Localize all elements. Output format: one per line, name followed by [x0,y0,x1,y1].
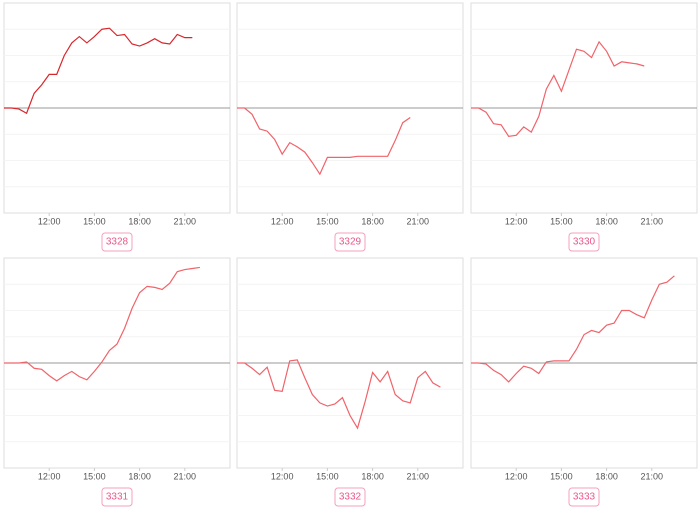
x-tick-label: 12:00 [38,471,61,481]
x-tick-label: 12:00 [271,216,294,226]
x-tick-label: 12:00 [271,471,294,481]
x-tick-label: 12:00 [38,216,61,226]
x-tick-label: 15:00 [316,471,339,481]
x-tick-label: 18:00 [361,471,384,481]
code-button[interactable] [568,487,600,507]
x-tick-label: 21:00 [174,471,197,481]
x-tick-label: 21:00 [641,471,664,481]
price-line [471,275,675,383]
x-tick-label: 15:00 [316,216,339,226]
x-tick-label: 15:00 [550,471,573,481]
x-tick-label: 18:00 [128,216,151,226]
code-button-label[interactable]: 3330 [573,237,596,248]
price-line [471,40,645,137]
code-button[interactable] [334,232,366,252]
code-button-label[interactable]: 3329 [339,237,362,248]
code-button-label[interactable]: 3332 [339,492,362,503]
x-tick-label: 15:00 [83,471,106,481]
x-tick-label: 21:00 [641,216,664,226]
x-tick-label: 12:00 [505,216,528,226]
code-button-label[interactable]: 3328 [106,237,129,248]
code-button[interactable] [568,232,600,252]
x-tick-label: 21:00 [174,216,197,226]
price-line [4,27,193,115]
x-tick-label: 18:00 [361,216,384,226]
x-tick-label: 18:00 [595,471,618,481]
price-line [237,359,441,430]
x-tick-label: 15:00 [83,216,106,226]
code-button[interactable] [101,487,133,507]
x-tick-label: 21:00 [407,471,430,481]
code-button-label[interactable]: 3333 [573,492,596,503]
code-button-label[interactable]: 3331 [106,492,129,503]
x-tick-label: 21:00 [407,216,430,226]
x-tick-label: 15:00 [550,216,573,226]
price-line [4,266,200,382]
price-line [237,107,411,176]
x-tick-label: 18:00 [595,216,618,226]
code-button[interactable] [101,232,133,252]
x-tick-label: 12:00 [505,471,528,481]
x-tick-label: 18:00 [128,471,151,481]
code-button[interactable] [334,487,366,507]
